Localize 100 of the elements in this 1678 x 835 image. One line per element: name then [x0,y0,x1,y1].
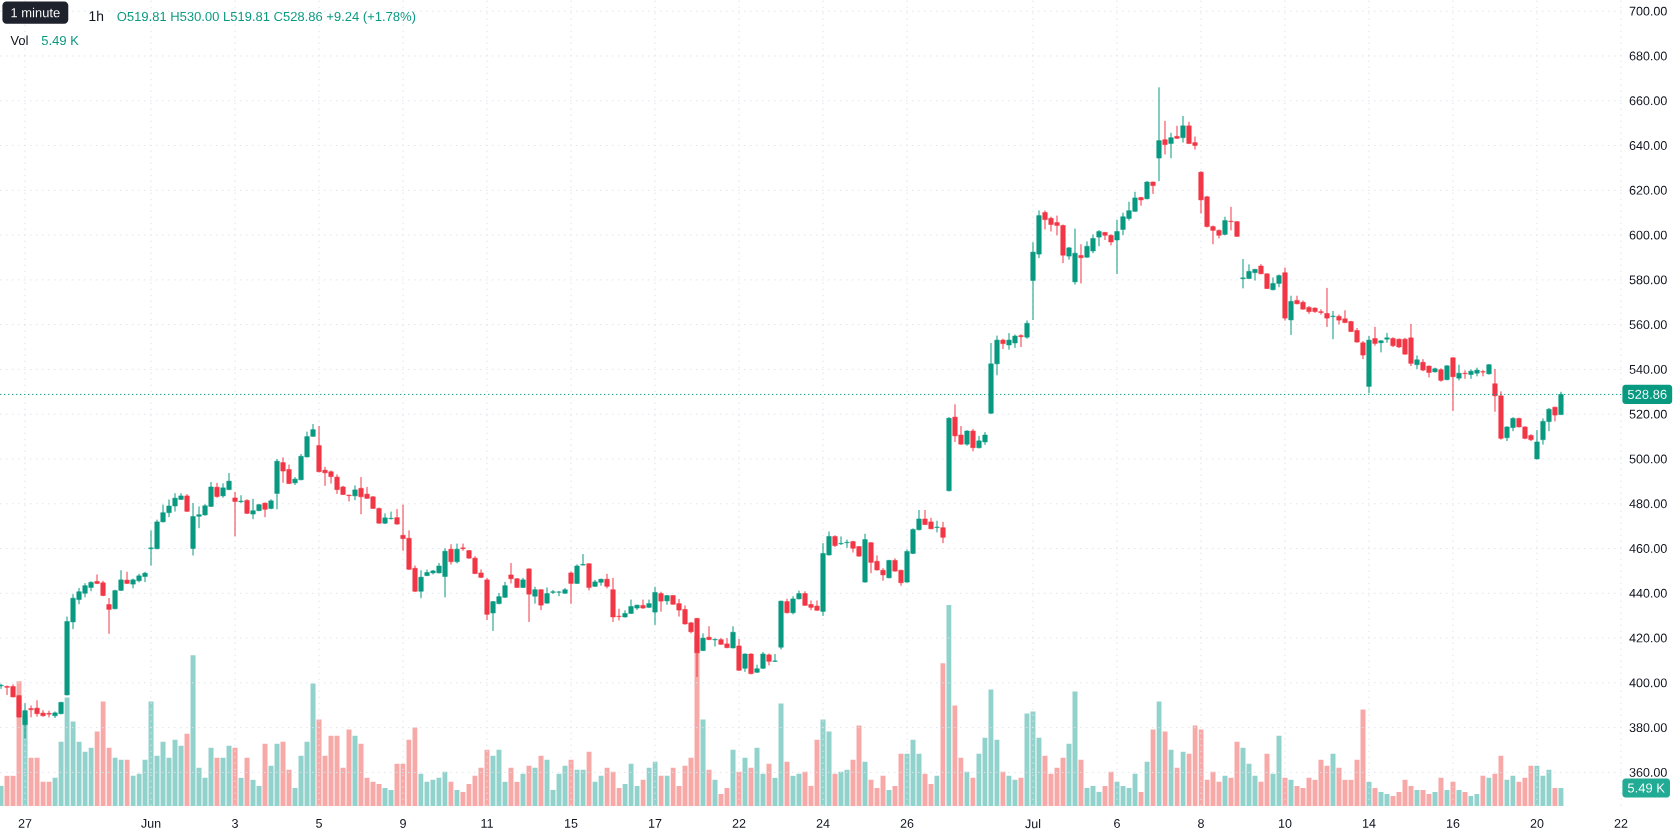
bar [352,735,358,806]
x-tick-label: 5 [316,819,322,828]
x-tick-label: Jun [141,819,161,828]
y-tick-label: 640.00 [1629,141,1667,150]
candlestick [1156,86,1162,182]
bar [1414,789,1420,806]
bar [700,719,706,806]
candlestick [1456,364,1462,381]
candlestick [1138,196,1144,207]
y-tick-label: 440.00 [1629,588,1667,598]
candlestick [1018,333,1024,348]
candlestick [1480,369,1486,377]
candlestick [1384,332,1390,344]
text: O519.81 H530.00 L519.81 C528.86 +9.24 (+1.78%) [117,11,416,24]
y-tick-label: 520.00 [1629,409,1667,419]
y-tick-label: 680.00 [1629,51,1667,61]
bar [748,767,754,806]
x-tick-label: 3 [232,819,238,828]
bar [586,751,592,806]
bar [766,763,772,806]
candlestick [1372,326,1378,347]
candlestick [1534,429,1540,460]
candlestick [730,625,736,649]
bar [0,785,4,806]
candlestick [238,494,244,504]
bar [1372,787,1378,806]
candlestick [1414,355,1420,370]
x-tick-label: 15 [565,819,578,828]
bar [244,757,250,806]
x-tick-label: 9 [400,819,406,828]
bar [1456,789,1462,806]
candlestick [1150,181,1156,195]
candlestick [454,543,460,564]
bar [784,761,790,806]
candlestick [1114,219,1120,275]
bar [730,749,736,806]
bar [1438,777,1444,806]
bar [262,743,268,806]
bar [640,779,646,806]
bar [502,781,508,806]
candlestick [418,569,424,599]
y-tick-label: 460.00 [1629,544,1667,553]
x-tick-label: 11 [481,819,493,828]
y-tick-label: 700.00 [1629,6,1667,16]
bar [532,767,538,806]
bar [1288,779,1294,806]
bar [1480,775,1486,806]
candlestick [940,521,946,544]
y-tick-label: 620.00 [1629,185,1667,195]
bar [862,761,868,806]
bar [514,781,520,806]
text: 5.49 K [1627,783,1665,793]
y-tick-label: 580.00 [1629,275,1667,285]
chart-title: Vol [10,35,28,46]
x-tick-label: Jul [1025,819,1041,829]
candlestick [352,484,358,501]
chart-subtitle: 5.49 K [41,35,79,46]
bar [124,759,130,806]
y-tick-label: 400.00 [1629,678,1667,688]
candlestick [706,625,712,641]
y-tick-label: 560.00 [1629,320,1667,330]
candlestick [568,571,574,605]
bar [184,733,190,806]
x-tick-label: 8 [1198,819,1204,828]
x-tick-label: 22 [1614,819,1628,828]
bar [658,775,664,806]
x-tick-label: 20 [1530,819,1544,828]
candlestick [1162,120,1168,155]
annotation: 1 minute [11,7,60,18]
x-tick-label: 27 [18,819,32,828]
bar [238,777,244,806]
bar [1558,787,1564,806]
candlestick [1180,115,1186,144]
bar [1552,787,1558,806]
y-tick-label: 500.00 [1629,454,1667,464]
candlestick [0,683,4,690]
candlestick [640,599,646,610]
x-tick-label: 17 [649,819,662,828]
candlestick [1168,132,1174,159]
candlestick [1024,319,1030,340]
candlestick [772,653,778,663]
x-tick-label: 24 [816,819,830,828]
candlestick [1378,339,1384,353]
candlestick [1324,287,1330,328]
bar [664,775,670,806]
candlestick [1096,229,1102,247]
candlestick [934,520,940,533]
bar [1330,753,1336,806]
bar [214,757,220,806]
candlestick [1330,310,1336,340]
y-tick-label: 420.00 [1629,633,1667,643]
text: 1h [89,10,104,21]
bar [1000,771,1006,806]
candlestick [124,571,130,585]
candlestick [970,428,976,452]
y-tick-label: 480.00 [1629,499,1667,509]
candlestick [844,539,850,549]
bar [742,757,748,806]
bar [712,779,718,806]
y-tick-label: 660.00 [1629,96,1667,106]
